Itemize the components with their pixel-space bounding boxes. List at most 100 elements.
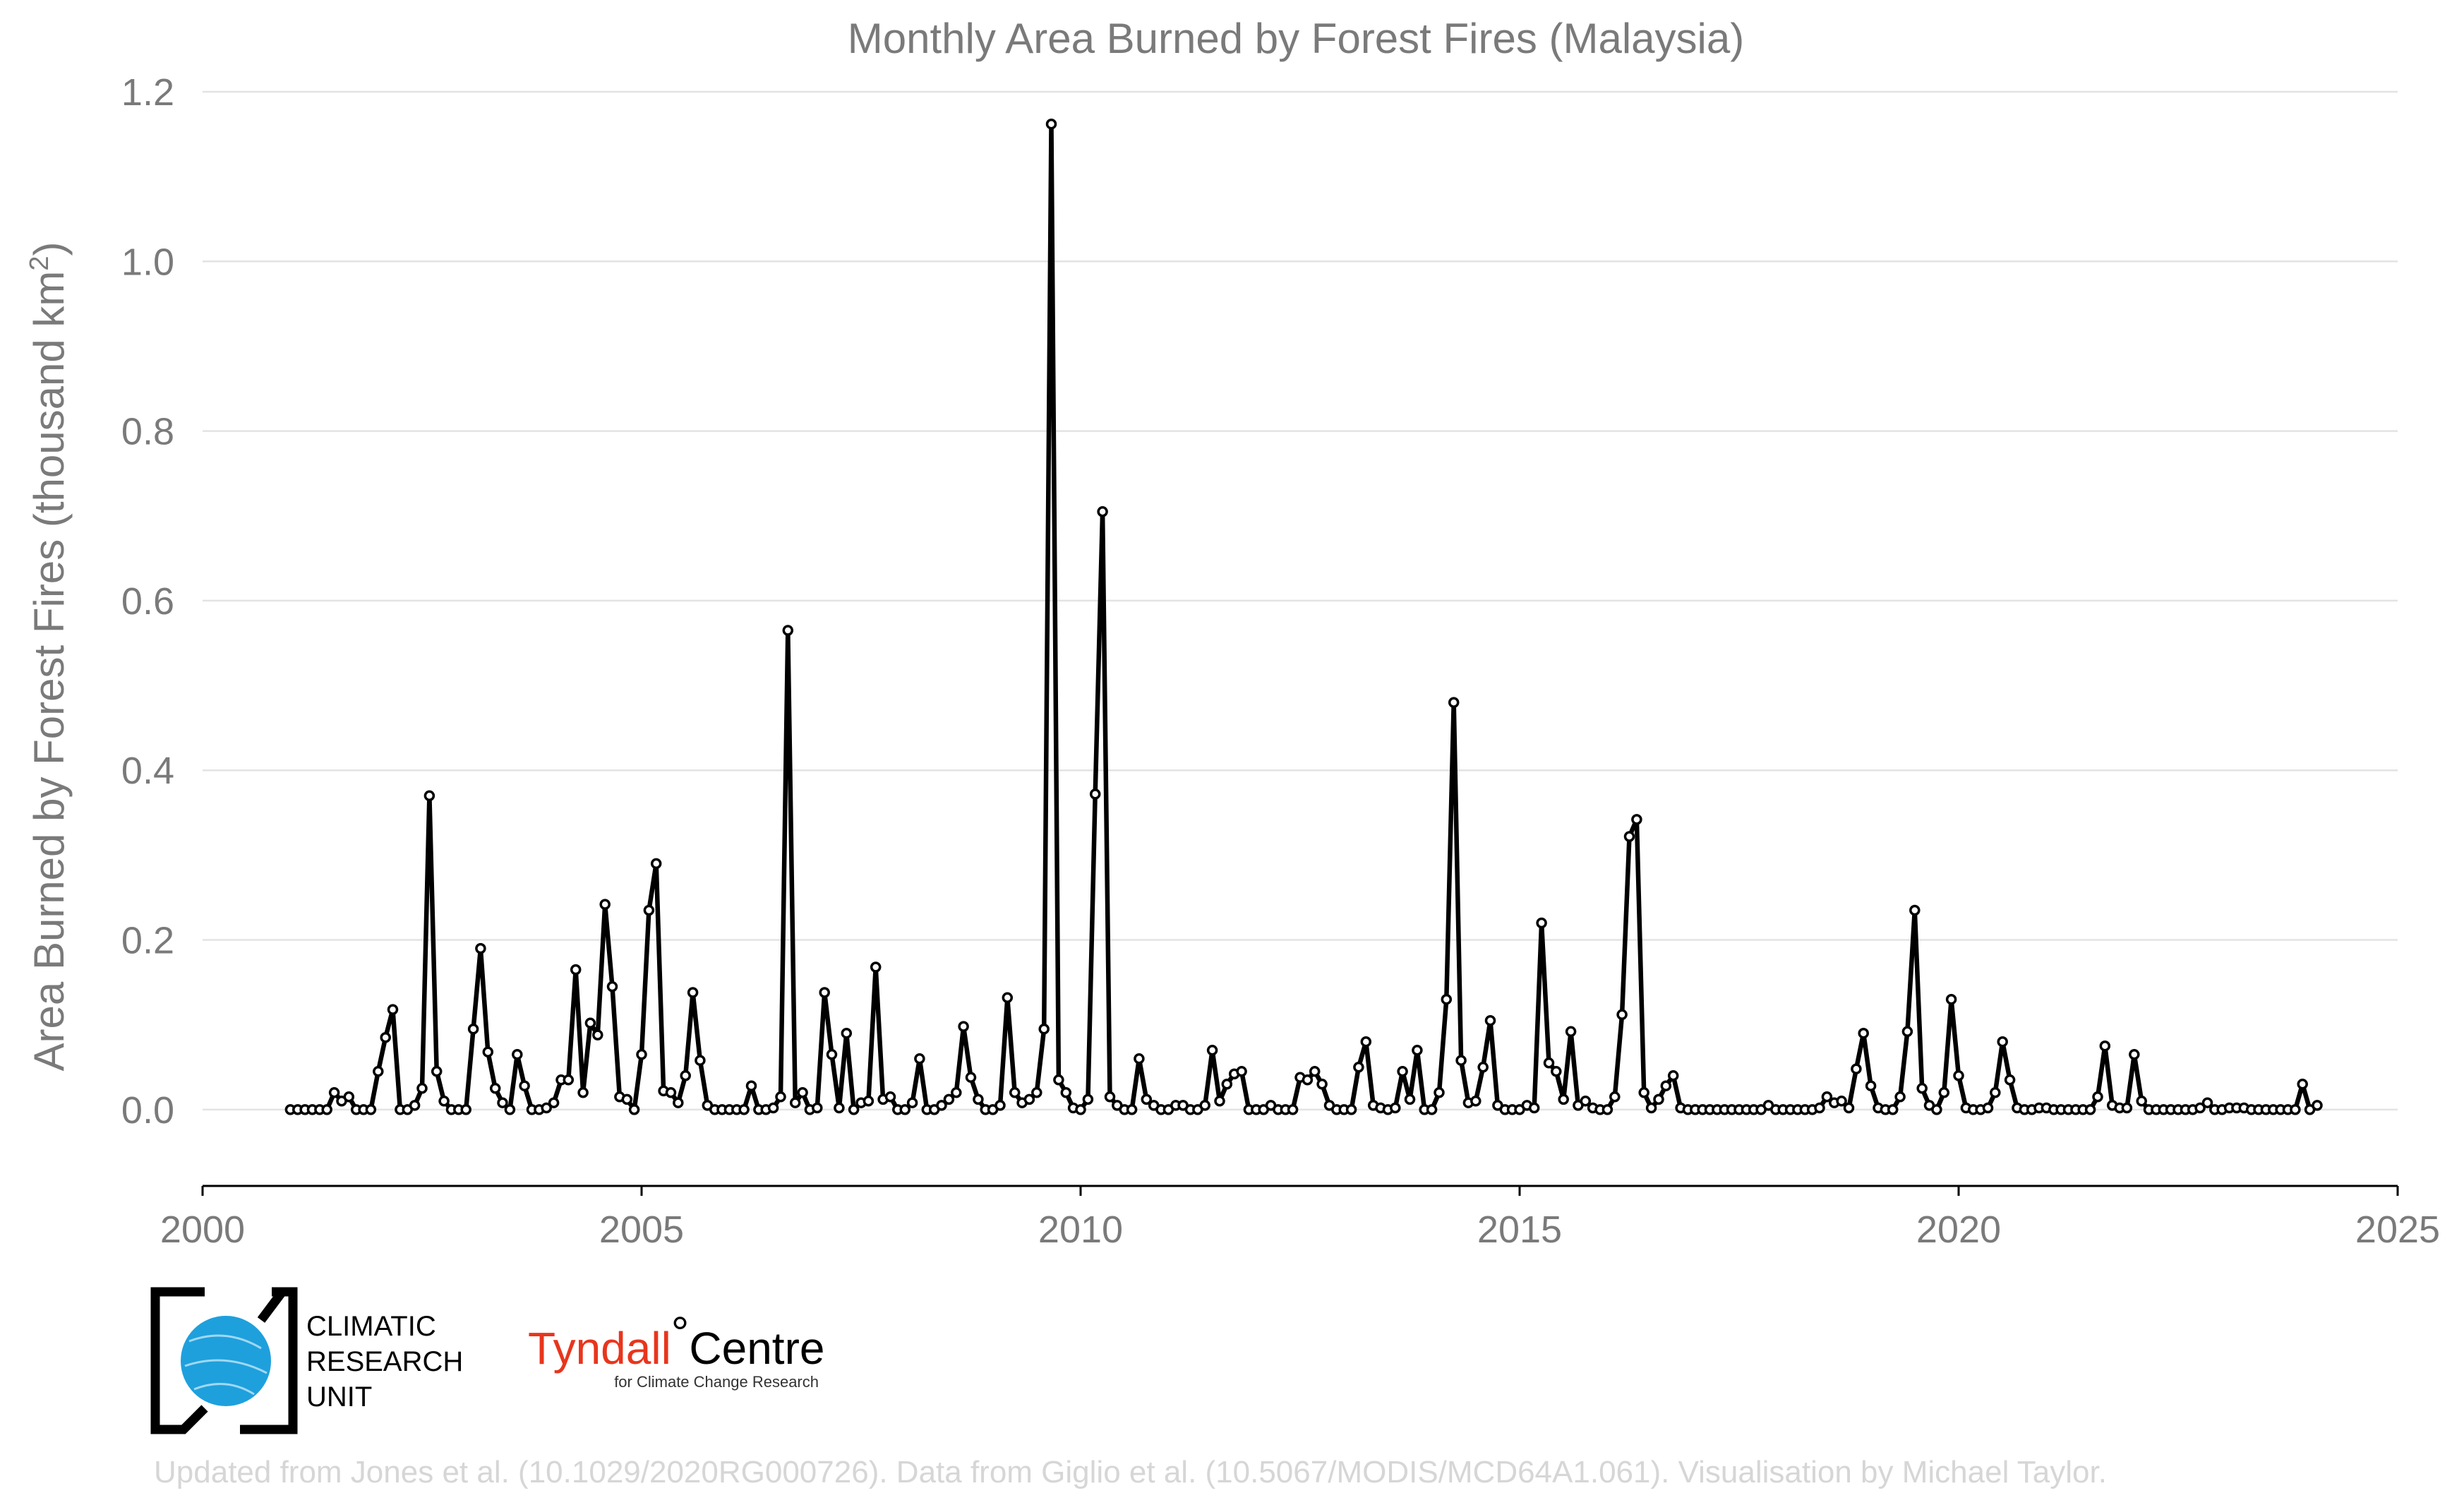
- data-point: [541, 1102, 552, 1114]
- data-point: [2290, 1104, 2301, 1115]
- globe-swirl-icon: [184, 1334, 268, 1396]
- data-point: [2201, 1097, 2213, 1108]
- data-point: [943, 1093, 955, 1105]
- data-point: [1931, 1104, 1942, 1115]
- data-point: [380, 1031, 391, 1043]
- y-tick-label: 0.4: [121, 750, 174, 792]
- data-point: [1097, 506, 1108, 517]
- data-point: [1865, 1080, 1877, 1091]
- data-point: [409, 1100, 421, 1111]
- data-point: [1580, 1096, 1592, 1107]
- data-point: [1053, 1074, 1064, 1086]
- data-point: [863, 1096, 875, 1107]
- data-point: [1909, 904, 1921, 916]
- cru-logo-line1: CLIMATIC: [306, 1311, 436, 1342]
- data-point: [1353, 1062, 1364, 1073]
- data-point: [1858, 1027, 1869, 1039]
- x-ticks: 2000 2005 2010 2015 2020 2025: [160, 1186, 2440, 1251]
- data-point: [1134, 1053, 1145, 1065]
- data-point: [1623, 831, 1635, 842]
- data-point: [767, 1102, 779, 1114]
- data-point: [467, 1023, 479, 1035]
- data-point: [1031, 1087, 1042, 1098]
- data-point: [2297, 1079, 2308, 1090]
- data-point: [1901, 1026, 1913, 1038]
- data-point: [1412, 1045, 1423, 1056]
- data-point: [1448, 697, 1460, 708]
- data-point: [628, 1104, 640, 1115]
- data-point: [2121, 1102, 2133, 1114]
- data-point: [1206, 1045, 1218, 1056]
- data-point: [599, 899, 611, 910]
- x-tick-label: 2000: [160, 1209, 245, 1251]
- data-point: [1404, 1093, 1416, 1105]
- data-point: [1558, 1093, 1569, 1105]
- data-point: [1814, 1102, 1825, 1114]
- data-point: [1426, 1104, 1438, 1115]
- data-point: [1997, 1036, 2008, 1048]
- data-point: [1455, 1055, 1467, 1066]
- data-point: [1894, 1091, 1906, 1103]
- data-point: [1528, 1102, 1540, 1114]
- data-point: [1236, 1066, 1247, 1077]
- cru-logo: CLIMATIC RESEARCH UNIT: [150, 1287, 463, 1434]
- data-point: [965, 1072, 977, 1083]
- data-point: [1851, 1063, 1862, 1074]
- data-point: [584, 1017, 596, 1029]
- x-tick-label: 2005: [599, 1209, 684, 1251]
- credit-line: Updated from Jones et al. (10.1029/2020R…: [154, 1455, 2107, 1489]
- data-point: [884, 1091, 896, 1103]
- data-point: [1660, 1080, 1672, 1091]
- data-point: [789, 1097, 801, 1108]
- data-point: [570, 964, 582, 976]
- y-axis-label: Area Burned by Forest Fires (thousand km…: [25, 242, 73, 1072]
- data-point: [1536, 917, 1547, 929]
- y-axis-label-close: ): [25, 242, 73, 256]
- y-axis-label-superscript: 2: [25, 256, 54, 271]
- data-point: [2136, 1096, 2147, 1107]
- data-point: [1141, 1093, 1153, 1105]
- data-point: [1990, 1087, 2001, 1098]
- data-point: [1836, 1096, 1847, 1107]
- data-points: [284, 118, 2323, 1115]
- data-point: [1916, 1083, 1928, 1094]
- data-point: [497, 1097, 508, 1108]
- data-point: [650, 858, 662, 870]
- data-point: [1199, 1100, 1210, 1111]
- data-point: [738, 1104, 750, 1115]
- data-point: [1551, 1066, 1562, 1077]
- data-point: [1002, 992, 1014, 1004]
- x-tick-label: 2010: [1038, 1209, 1123, 1251]
- data-point: [563, 1074, 575, 1086]
- data-point: [906, 1097, 918, 1108]
- data-point: [475, 942, 486, 954]
- data-point: [643, 904, 655, 916]
- data-point: [1126, 1104, 1138, 1115]
- data-point: [460, 1104, 471, 1115]
- data-point: [775, 1091, 786, 1103]
- data-point: [1316, 1079, 1328, 1090]
- data-point: [606, 981, 618, 993]
- data-point: [1060, 1087, 1072, 1098]
- data-point: [936, 1100, 947, 1111]
- data-point: [373, 1066, 384, 1077]
- data-point: [1477, 1062, 1489, 1073]
- data-point: [1601, 1104, 1613, 1115]
- data-point: [1089, 789, 1101, 800]
- data-point: [797, 1087, 808, 1098]
- data-point: [423, 790, 435, 802]
- data-point: [1214, 1096, 1225, 1107]
- data-point: [519, 1080, 530, 1091]
- svg-text:Tyndall°Centre: Tyndall°Centre: [528, 1307, 824, 1374]
- data-point: [870, 961, 882, 973]
- data-point: [504, 1104, 516, 1115]
- data-point: [548, 1097, 560, 1108]
- data-point: [673, 1097, 684, 1108]
- data-point: [1653, 1093, 1664, 1105]
- data-point: [1638, 1087, 1649, 1098]
- x-tick-label: 2020: [1916, 1209, 2001, 1251]
- data-point: [1082, 1093, 1094, 1105]
- series-line: [290, 121, 2319, 1113]
- data-point: [1667, 1070, 1679, 1081]
- data-point: [665, 1087, 677, 1098]
